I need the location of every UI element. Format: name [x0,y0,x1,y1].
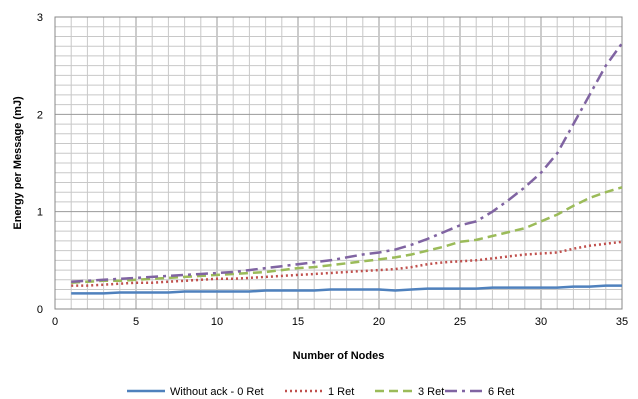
x-tick-label: 35 [616,316,628,328]
y-tick-label: 1 [37,207,43,219]
x-tick-label: 0 [52,316,58,328]
x-tick-label: 10 [211,316,223,328]
y-tick-label: 3 [37,12,43,24]
x-axis-ticks: 0 5 10 15 20 25 30 35 [52,316,628,328]
y-tick-label: 2 [37,109,43,121]
y-tick-label: 0 [37,304,43,316]
legend-label: 3 Ret [418,386,444,398]
series-lines [71,42,624,295]
series-line-1-ret [71,240,623,287]
series-line-without-ack-0-ret [71,284,622,295]
x-tick-label: 5 [133,316,139,328]
series-line-6-ret [71,42,624,283]
legend-label: 6 Ret [488,386,514,398]
x-tick-label: 30 [535,316,547,328]
series-line-3-ret [71,186,623,284]
x-tick-label: 20 [373,316,385,328]
plot-area-frame [54,16,623,310]
y-axis-label: Energy per Message (mJ) [12,96,24,230]
x-tick-label: 15 [292,316,304,328]
legend-label: 1 Ret [328,386,354,398]
x-tick-label: 25 [454,316,466,328]
legend: Without ack - 0 Ret 1 Ret 3 Ret 6 Ret [127,386,514,398]
legend-label: Without ack - 0 Ret [170,386,264,398]
grid-lines [54,16,623,310]
x-axis-label: Number of Nodes [293,350,385,362]
y-axis-ticks: 0 1 2 3 [37,12,43,316]
